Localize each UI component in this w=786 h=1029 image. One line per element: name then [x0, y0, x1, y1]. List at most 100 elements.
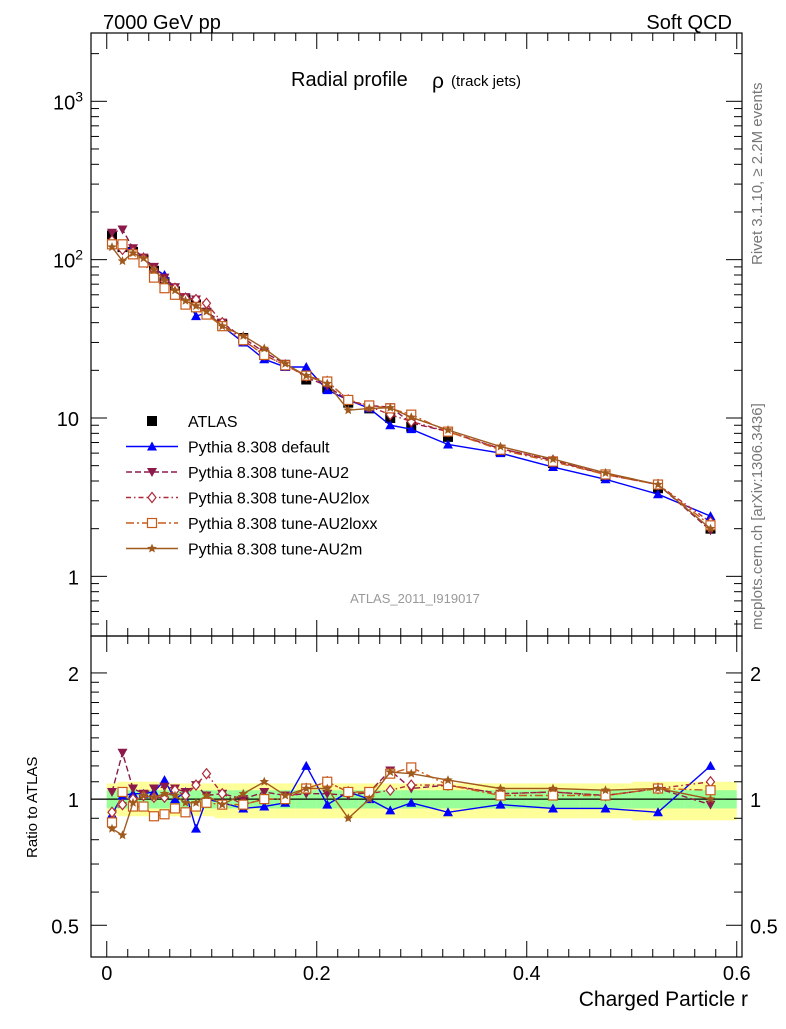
ratio-point — [159, 809, 170, 820]
main-point — [406, 412, 416, 422]
ratio-point — [201, 767, 212, 780]
legend-marker — [147, 468, 157, 477]
ratio-point — [301, 760, 312, 770]
main-point — [705, 511, 716, 521]
ratio-point — [301, 783, 311, 793]
ratio-point — [548, 783, 558, 793]
analysis-watermark: ATLAS_2011_I919017 — [350, 591, 480, 606]
ratio-point — [385, 767, 395, 777]
legend-label: Pythia 8.308 tune-AU2 — [188, 465, 349, 482]
ratio-point — [443, 807, 453, 817]
main-point — [385, 420, 396, 430]
main-point — [148, 272, 160, 283]
ratio-point — [364, 794, 374, 804]
main-point — [149, 265, 159, 275]
main-point — [259, 349, 270, 361]
main-point — [259, 343, 269, 353]
legend: ATLAS Pythia 8.308 default Pythia 8.308 tu… — [126, 414, 377, 559]
ratio-point — [170, 794, 180, 804]
ratio-point — [259, 801, 270, 811]
main-point — [343, 405, 353, 415]
x-axis-title: Charged Particle r — [579, 988, 748, 1011]
ratio-axes: 0.5 0.5 1 1 2 2 0 0.2 0.4 0.6 — [51, 636, 778, 985]
ratio-point — [170, 790, 180, 800]
main-point — [191, 311, 201, 321]
ratio-y-axis-title: Ratio to ATLAS — [24, 757, 41, 858]
ratio-point — [406, 797, 417, 807]
ratio-point — [159, 788, 170, 798]
ratio-point — [280, 790, 290, 800]
ratio-point — [107, 787, 117, 797]
ratio-point — [653, 807, 663, 817]
main-title-text: Radial profile — [291, 69, 408, 91]
ratio-point — [653, 783, 663, 793]
legend-label: Pythia 8.308 tune-AU2m — [188, 542, 362, 559]
ratio-point — [128, 797, 138, 807]
main-title-symbol: ρ — [432, 70, 444, 93]
header-left: 7000 GeV pp — [103, 12, 221, 34]
ratio-point — [259, 776, 269, 786]
x-tick-label: 0 — [101, 963, 112, 985]
header-right: Soft QCD — [646, 12, 732, 34]
ratio-point — [191, 823, 201, 833]
ratio-point — [128, 784, 138, 794]
main-point — [406, 424, 417, 434]
ratio-point — [406, 768, 416, 778]
legend-label: Pythia 8.308 default — [188, 440, 330, 457]
main-point — [600, 467, 611, 477]
ratio-point — [322, 799, 333, 809]
ratio-point — [169, 803, 181, 814]
ratio-point — [117, 830, 128, 840]
main-point — [548, 454, 558, 464]
legend-marker — [147, 416, 157, 426]
legend-entry: Pythia 8.308 tune-AU2lox — [126, 491, 369, 508]
main-y-tick-label: 10 — [57, 409, 79, 431]
ratio-point — [259, 794, 270, 805]
legend-marker — [147, 441, 157, 451]
ratio-point — [191, 797, 201, 807]
ratio-point — [201, 797, 212, 808]
main-title-suffix: (track jets) — [451, 73, 521, 90]
ratio-point — [343, 813, 353, 823]
ratio-point — [217, 799, 227, 809]
ratio-point — [385, 805, 396, 815]
legend-entry: Pythia 8.308 tune-AU2loxx — [126, 516, 377, 533]
x-tick-label: 0.2 — [303, 963, 331, 985]
main-point — [653, 479, 663, 489]
main-point — [443, 439, 453, 449]
ratio-point — [149, 784, 159, 794]
main-point — [107, 242, 117, 252]
main-series-line — [111, 240, 711, 523]
mcplots-label: mcplots.cern.ch [arXiv:1306.3436] — [749, 403, 766, 630]
ratio-point — [201, 790, 212, 800]
ratio-point — [238, 799, 249, 810]
legend-marker — [147, 491, 157, 504]
ratio-y-tick-label: 2 — [68, 664, 79, 686]
ratio-point — [138, 790, 149, 800]
ratio-point — [117, 748, 128, 758]
main-point — [217, 321, 227, 331]
ratio-point — [180, 807, 191, 818]
legend-label: Pythia 8.308 tune-AU2lox — [188, 491, 369, 508]
main-point — [107, 228, 117, 238]
ratio-point — [117, 798, 128, 811]
ratio-point — [117, 786, 128, 798]
main-point — [495, 441, 506, 451]
main-point — [443, 425, 453, 434]
ratio-frame — [90, 635, 743, 958]
ratio-point — [495, 783, 506, 793]
ratio-point — [705, 785, 716, 796]
ratio-point — [259, 787, 270, 797]
ratio-point — [600, 803, 611, 813]
main-point — [191, 301, 201, 310]
main-point — [117, 225, 128, 235]
x-tick-label: 0.6 — [723, 963, 751, 985]
ratio-point — [705, 760, 716, 770]
ratio-point — [495, 790, 506, 801]
rivet-label: Rivet 3.1.10, ≥ 2.2M events — [749, 83, 766, 266]
legend-marker — [147, 543, 157, 553]
main-point — [159, 283, 170, 294]
